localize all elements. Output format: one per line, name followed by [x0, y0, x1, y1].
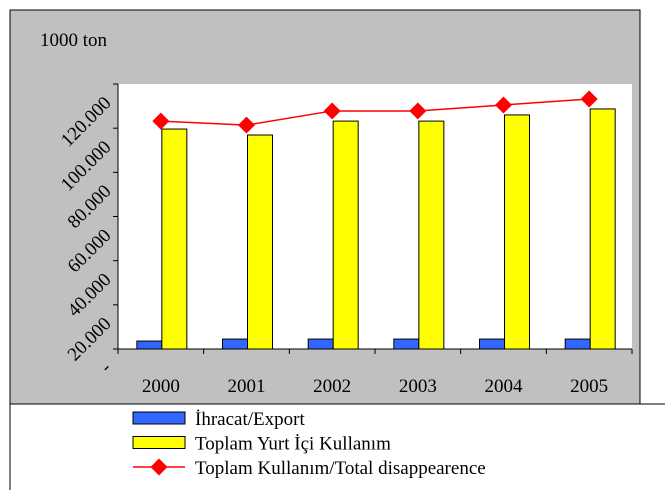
- bar: [222, 338, 249, 350]
- bar: [307, 338, 334, 350]
- bar: [161, 128, 188, 350]
- marker: [152, 112, 170, 130]
- bar: [589, 108, 616, 350]
- bar: [247, 134, 274, 350]
- x-tick-label: 2001: [228, 376, 266, 397]
- legend-label: Toplam Yurt İçi Kullanım: [195, 434, 391, 455]
- bar: [418, 120, 445, 350]
- bar: [504, 114, 531, 350]
- plot-area: [118, 84, 632, 349]
- x-tick-label: 2004: [485, 376, 524, 397]
- marker: [495, 96, 512, 114]
- bar: [332, 120, 359, 350]
- legend-swatch: [132, 436, 186, 449]
- legend-label: İhracat/Export: [195, 409, 305, 430]
- bar: [393, 338, 420, 350]
- bar: [564, 338, 591, 350]
- legend-swatch: [150, 458, 168, 476]
- legend-label: Toplam Kullanım/Total disappearence: [195, 458, 486, 479]
- x-tick-label: 2000: [142, 376, 180, 397]
- marker: [238, 116, 255, 134]
- marker: [409, 102, 427, 120]
- marker: [323, 102, 341, 120]
- unit-label: 1000 ton: [40, 30, 108, 51]
- bar: [136, 340, 163, 350]
- x-tick-label: 2002: [313, 376, 351, 397]
- bar: [479, 338, 506, 350]
- marker: [580, 90, 598, 108]
- x-tick-label: 2005: [570, 376, 608, 397]
- legend-swatch: [132, 411, 186, 425]
- x-tick-label: 2003: [399, 376, 437, 397]
- line: [160, 98, 590, 126]
